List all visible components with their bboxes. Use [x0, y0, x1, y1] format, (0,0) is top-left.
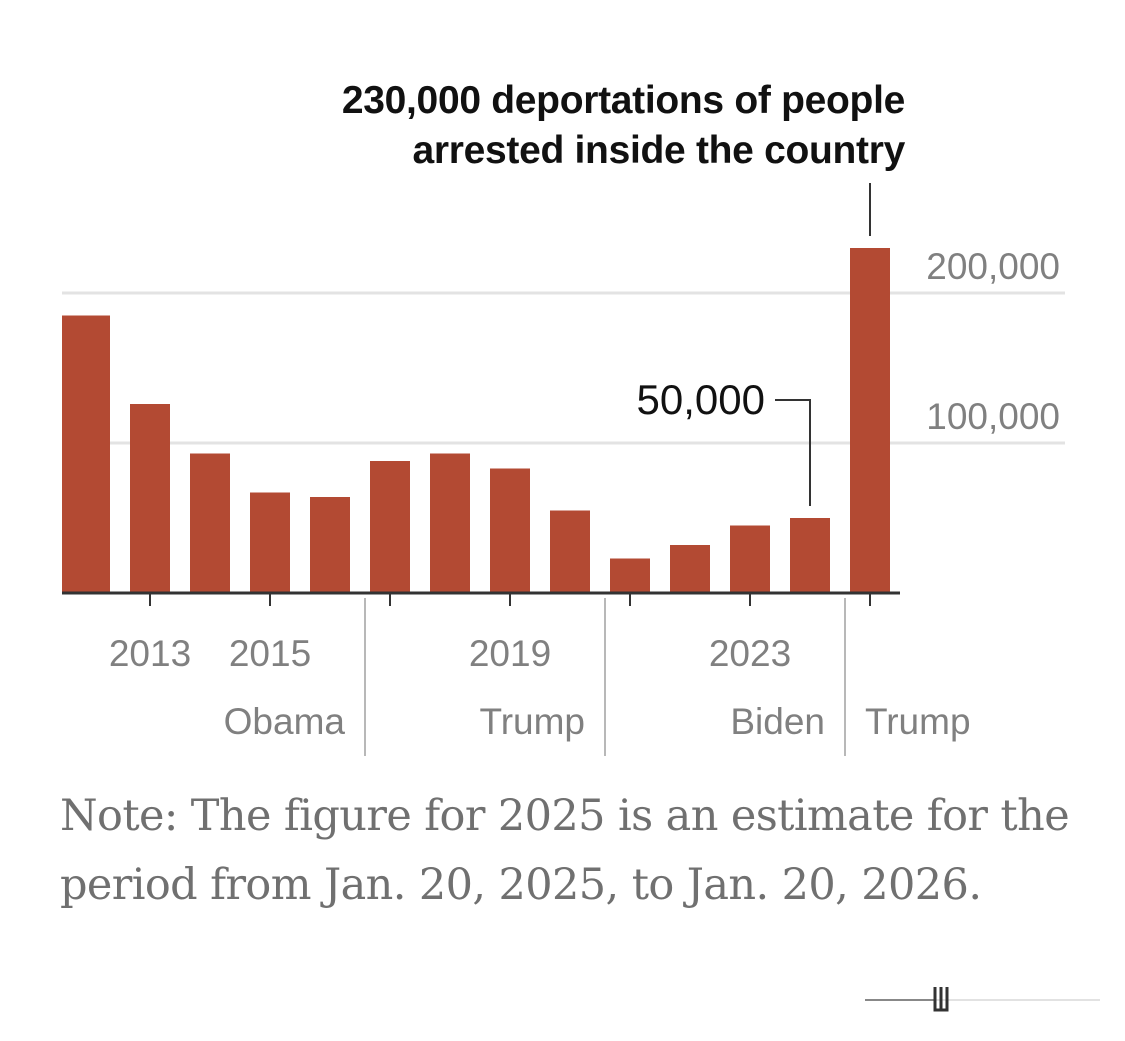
scroll-indicator[interactable]	[865, 985, 1100, 1015]
bar-2012	[62, 315, 110, 593]
bar-2015	[250, 492, 290, 593]
bar-2016	[310, 497, 350, 593]
x-tick-label: 2019	[469, 633, 551, 674]
chart-note: Note: The figure for 2025 is an estimate…	[60, 791, 1070, 910]
bar-2017	[370, 461, 410, 593]
annotation-50000: 50,000	[637, 376, 765, 423]
bar-2013	[130, 404, 170, 593]
period-label: Obama	[224, 701, 346, 742]
annotation-line-1: 230,000 deportations of people	[341, 79, 905, 122]
bar-2025	[850, 248, 890, 593]
annotation-line-2: arrested inside the country	[412, 129, 905, 172]
bar-2023	[730, 525, 770, 593]
period-label: Trump	[865, 701, 971, 742]
x-tick-label: 2023	[709, 633, 791, 674]
bar-2020	[550, 510, 590, 593]
period-label: Trump	[479, 701, 585, 742]
period-label: Biden	[730, 701, 825, 742]
deportations-bar-chart: 100,000 200,000 2013 2015 2019 2023 Obama Trump…	[62, 183, 1065, 756]
bar-2021	[610, 558, 650, 593]
bar-2014	[190, 453, 230, 593]
bar-2024	[790, 518, 830, 593]
bar-2018	[430, 453, 470, 593]
y-tick-label: 100,000	[926, 396, 1060, 437]
y-tick-label: 200,000	[926, 246, 1060, 287]
annotation-230000: 230,000 deportations of people arrested …	[342, 76, 905, 176]
annotation-leader-50000	[775, 399, 811, 506]
x-tick-label: 2013	[109, 633, 191, 674]
x-tick-label: 2015	[229, 633, 311, 674]
bar-2022	[670, 545, 710, 593]
bar-2019	[490, 468, 530, 593]
